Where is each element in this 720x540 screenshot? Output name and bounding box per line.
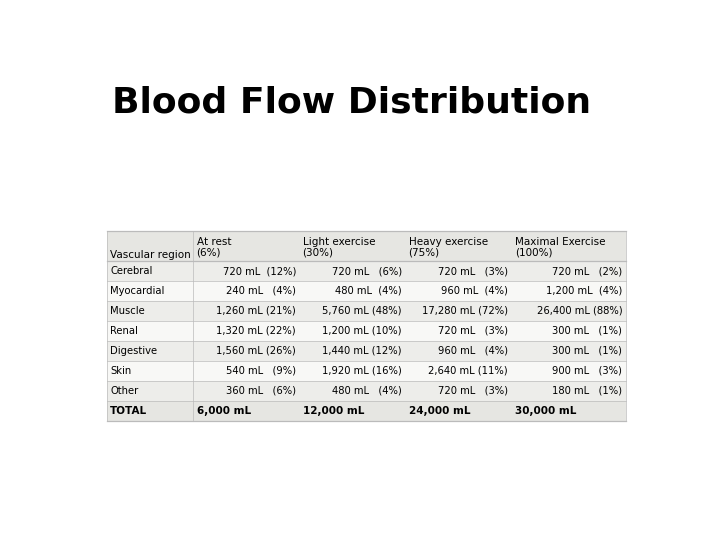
FancyBboxPatch shape bbox=[107, 231, 626, 261]
FancyBboxPatch shape bbox=[107, 381, 626, 401]
Text: Light exercise: Light exercise bbox=[302, 237, 375, 247]
Text: 2,640 mL (11%): 2,640 mL (11%) bbox=[428, 366, 508, 376]
Text: 1,320 mL (22%): 1,320 mL (22%) bbox=[216, 326, 296, 336]
Text: 960 mL   (4%): 960 mL (4%) bbox=[438, 346, 508, 356]
Text: 720 mL   (2%): 720 mL (2%) bbox=[552, 266, 622, 276]
Text: At rest: At rest bbox=[197, 237, 231, 247]
Text: Digestive: Digestive bbox=[110, 346, 157, 356]
Text: (30%): (30%) bbox=[302, 248, 333, 258]
Text: 720 mL   (3%): 720 mL (3%) bbox=[438, 326, 508, 336]
Text: TOTAL: TOTAL bbox=[110, 406, 147, 416]
Text: 12,000 mL: 12,000 mL bbox=[302, 406, 364, 416]
Text: 1,260 mL (21%): 1,260 mL (21%) bbox=[216, 306, 296, 316]
Text: Heavy exercise: Heavy exercise bbox=[409, 237, 487, 247]
Text: Skin: Skin bbox=[110, 366, 131, 376]
Text: Muscle: Muscle bbox=[110, 306, 145, 316]
Text: 1,200 mL (10%): 1,200 mL (10%) bbox=[323, 326, 402, 336]
Text: 1,200 mL  (4%): 1,200 mL (4%) bbox=[546, 286, 622, 296]
Text: Other: Other bbox=[110, 386, 138, 396]
Text: 480 mL   (4%): 480 mL (4%) bbox=[332, 386, 402, 396]
Text: 720 mL   (3%): 720 mL (3%) bbox=[438, 386, 508, 396]
FancyBboxPatch shape bbox=[107, 261, 626, 281]
Text: 960 mL  (4%): 960 mL (4%) bbox=[441, 286, 508, 296]
Text: 720 mL   (3%): 720 mL (3%) bbox=[438, 266, 508, 276]
Text: Vascular region: Vascular region bbox=[110, 250, 191, 260]
Text: 26,400 mL (88%): 26,400 mL (88%) bbox=[536, 306, 622, 316]
Text: (100%): (100%) bbox=[515, 248, 552, 258]
FancyBboxPatch shape bbox=[107, 401, 626, 421]
Text: Myocardial: Myocardial bbox=[110, 286, 164, 296]
Text: 540 mL   (9%): 540 mL (9%) bbox=[226, 366, 296, 376]
Text: 360 mL   (6%): 360 mL (6%) bbox=[226, 386, 296, 396]
Text: 720 mL  (12%): 720 mL (12%) bbox=[222, 266, 296, 276]
Text: 17,280 mL (72%): 17,280 mL (72%) bbox=[422, 306, 508, 316]
FancyBboxPatch shape bbox=[107, 231, 626, 421]
Text: Maximal Exercise: Maximal Exercise bbox=[515, 237, 605, 247]
Text: 300 mL   (1%): 300 mL (1%) bbox=[552, 326, 622, 336]
Text: 300 mL   (1%): 300 mL (1%) bbox=[552, 346, 622, 356]
Text: 30,000 mL: 30,000 mL bbox=[515, 406, 576, 416]
Text: (6%): (6%) bbox=[197, 248, 221, 258]
Text: (75%): (75%) bbox=[409, 248, 440, 258]
FancyBboxPatch shape bbox=[107, 281, 626, 301]
Text: 1,440 mL (12%): 1,440 mL (12%) bbox=[323, 346, 402, 356]
FancyBboxPatch shape bbox=[107, 341, 626, 361]
Text: 1,920 mL (16%): 1,920 mL (16%) bbox=[322, 366, 402, 376]
Text: 720 mL   (6%): 720 mL (6%) bbox=[332, 266, 402, 276]
Text: Renal: Renal bbox=[110, 326, 138, 336]
FancyBboxPatch shape bbox=[107, 361, 626, 381]
Text: 6,000 mL: 6,000 mL bbox=[197, 406, 251, 416]
FancyBboxPatch shape bbox=[107, 321, 626, 341]
Text: Cerebral: Cerebral bbox=[110, 266, 153, 276]
Text: 480 mL  (4%): 480 mL (4%) bbox=[336, 286, 402, 296]
Text: 1,560 mL (26%): 1,560 mL (26%) bbox=[216, 346, 296, 356]
Text: 24,000 mL: 24,000 mL bbox=[409, 406, 470, 416]
Text: 5,760 mL (48%): 5,760 mL (48%) bbox=[323, 306, 402, 316]
Text: 900 mL   (3%): 900 mL (3%) bbox=[552, 366, 622, 376]
Text: 240 mL   (4%): 240 mL (4%) bbox=[226, 286, 296, 296]
Text: 180 mL   (1%): 180 mL (1%) bbox=[552, 386, 622, 396]
Text: Blood Flow Distribution: Blood Flow Distribution bbox=[112, 85, 591, 119]
FancyBboxPatch shape bbox=[107, 301, 626, 321]
